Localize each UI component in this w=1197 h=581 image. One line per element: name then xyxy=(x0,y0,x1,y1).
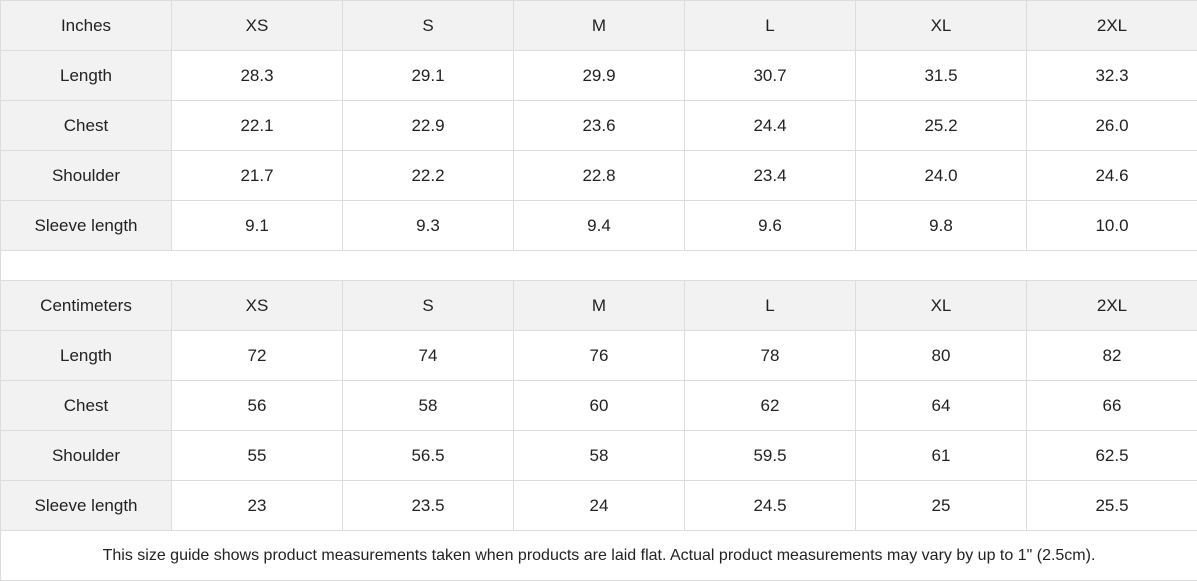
measurement-value: 9.4 xyxy=(514,201,685,251)
measurement-value: 58 xyxy=(343,381,514,431)
measurement-label: Chest xyxy=(1,381,172,431)
measurement-value: 22.1 xyxy=(172,101,343,151)
measurement-value: 25.2 xyxy=(856,101,1027,151)
measurement-value: 56.5 xyxy=(343,431,514,481)
size-header: M xyxy=(514,1,685,51)
measurement-value: 29.1 xyxy=(343,51,514,101)
measurement-value: 64 xyxy=(856,381,1027,431)
measurement-label: Length xyxy=(1,51,172,101)
measurement-value: 59.5 xyxy=(685,431,856,481)
measurement-value: 76 xyxy=(514,331,685,381)
measurement-value: 61 xyxy=(856,431,1027,481)
measurement-label: Shoulder xyxy=(1,431,172,481)
measurement-value: 26.0 xyxy=(1027,101,1197,151)
measurement-label: Shoulder xyxy=(1,151,172,201)
measurement-value: 9.3 xyxy=(343,201,514,251)
measurement-value: 24.6 xyxy=(1027,151,1197,201)
size-header: L xyxy=(685,1,856,51)
measurement-value: 10.0 xyxy=(1027,201,1197,251)
measurement-value: 55 xyxy=(172,431,343,481)
measurement-value: 28.3 xyxy=(172,51,343,101)
measurement-value: 72 xyxy=(172,331,343,381)
measurement-value: 22.9 xyxy=(343,101,514,151)
size-header: 2XL xyxy=(1027,1,1197,51)
measurement-value: 30.7 xyxy=(685,51,856,101)
measurement-value: 58 xyxy=(514,431,685,481)
measurement-value: 74 xyxy=(343,331,514,381)
measurement-value: 23 xyxy=(172,481,343,531)
measurement-value: 22.8 xyxy=(514,151,685,201)
measurement-value: 23.4 xyxy=(685,151,856,201)
measurement-value: 60 xyxy=(514,381,685,431)
measurement-value: 56 xyxy=(172,381,343,431)
unit-label: Centimeters xyxy=(1,281,172,331)
measurement-value: 80 xyxy=(856,331,1027,381)
measurement-value: 9.1 xyxy=(172,201,343,251)
measurement-value: 9.6 xyxy=(685,201,856,251)
measurement-value: 31.5 xyxy=(856,51,1027,101)
size-header: 2XL xyxy=(1027,281,1197,331)
measurement-value: 22.2 xyxy=(343,151,514,201)
measurement-value: 32.3 xyxy=(1027,51,1197,101)
size-header: S xyxy=(343,1,514,51)
measurement-value: 62.5 xyxy=(1027,431,1197,481)
measurement-value: 24.0 xyxy=(856,151,1027,201)
size-header: XS xyxy=(172,1,343,51)
measurement-value: 23.6 xyxy=(514,101,685,151)
measurement-value: 82 xyxy=(1027,331,1197,381)
measurement-value: 24 xyxy=(514,481,685,531)
measurement-value: 25 xyxy=(856,481,1027,531)
size-header: XL xyxy=(856,281,1027,331)
size-header: S xyxy=(343,281,514,331)
measurement-label: Length xyxy=(1,331,172,381)
size-header: L xyxy=(685,281,856,331)
spacer-row xyxy=(1,251,1197,281)
measurement-value: 78 xyxy=(685,331,856,381)
spacer-cell xyxy=(1,251,1197,281)
size-header: M xyxy=(514,281,685,331)
size-guide-note: This size guide shows product measuremen… xyxy=(1,531,1197,581)
measurement-value: 24.4 xyxy=(685,101,856,151)
measurement-value: 29.9 xyxy=(514,51,685,101)
measurement-label: Sleeve length xyxy=(1,481,172,531)
size-header: XS xyxy=(172,281,343,331)
measurement-value: 9.8 xyxy=(856,201,1027,251)
measurement-value: 23.5 xyxy=(343,481,514,531)
measurement-value: 21.7 xyxy=(172,151,343,201)
note-row: This size guide shows product measuremen… xyxy=(1,531,1197,581)
measurement-label: Sleeve length xyxy=(1,201,172,251)
measurement-value: 62 xyxy=(685,381,856,431)
measurement-label: Chest xyxy=(1,101,172,151)
measurement-value: 66 xyxy=(1027,381,1197,431)
measurement-value: 25.5 xyxy=(1027,481,1197,531)
unit-label: Inches xyxy=(1,1,172,51)
size-header: XL xyxy=(856,1,1027,51)
measurement-value: 24.5 xyxy=(685,481,856,531)
